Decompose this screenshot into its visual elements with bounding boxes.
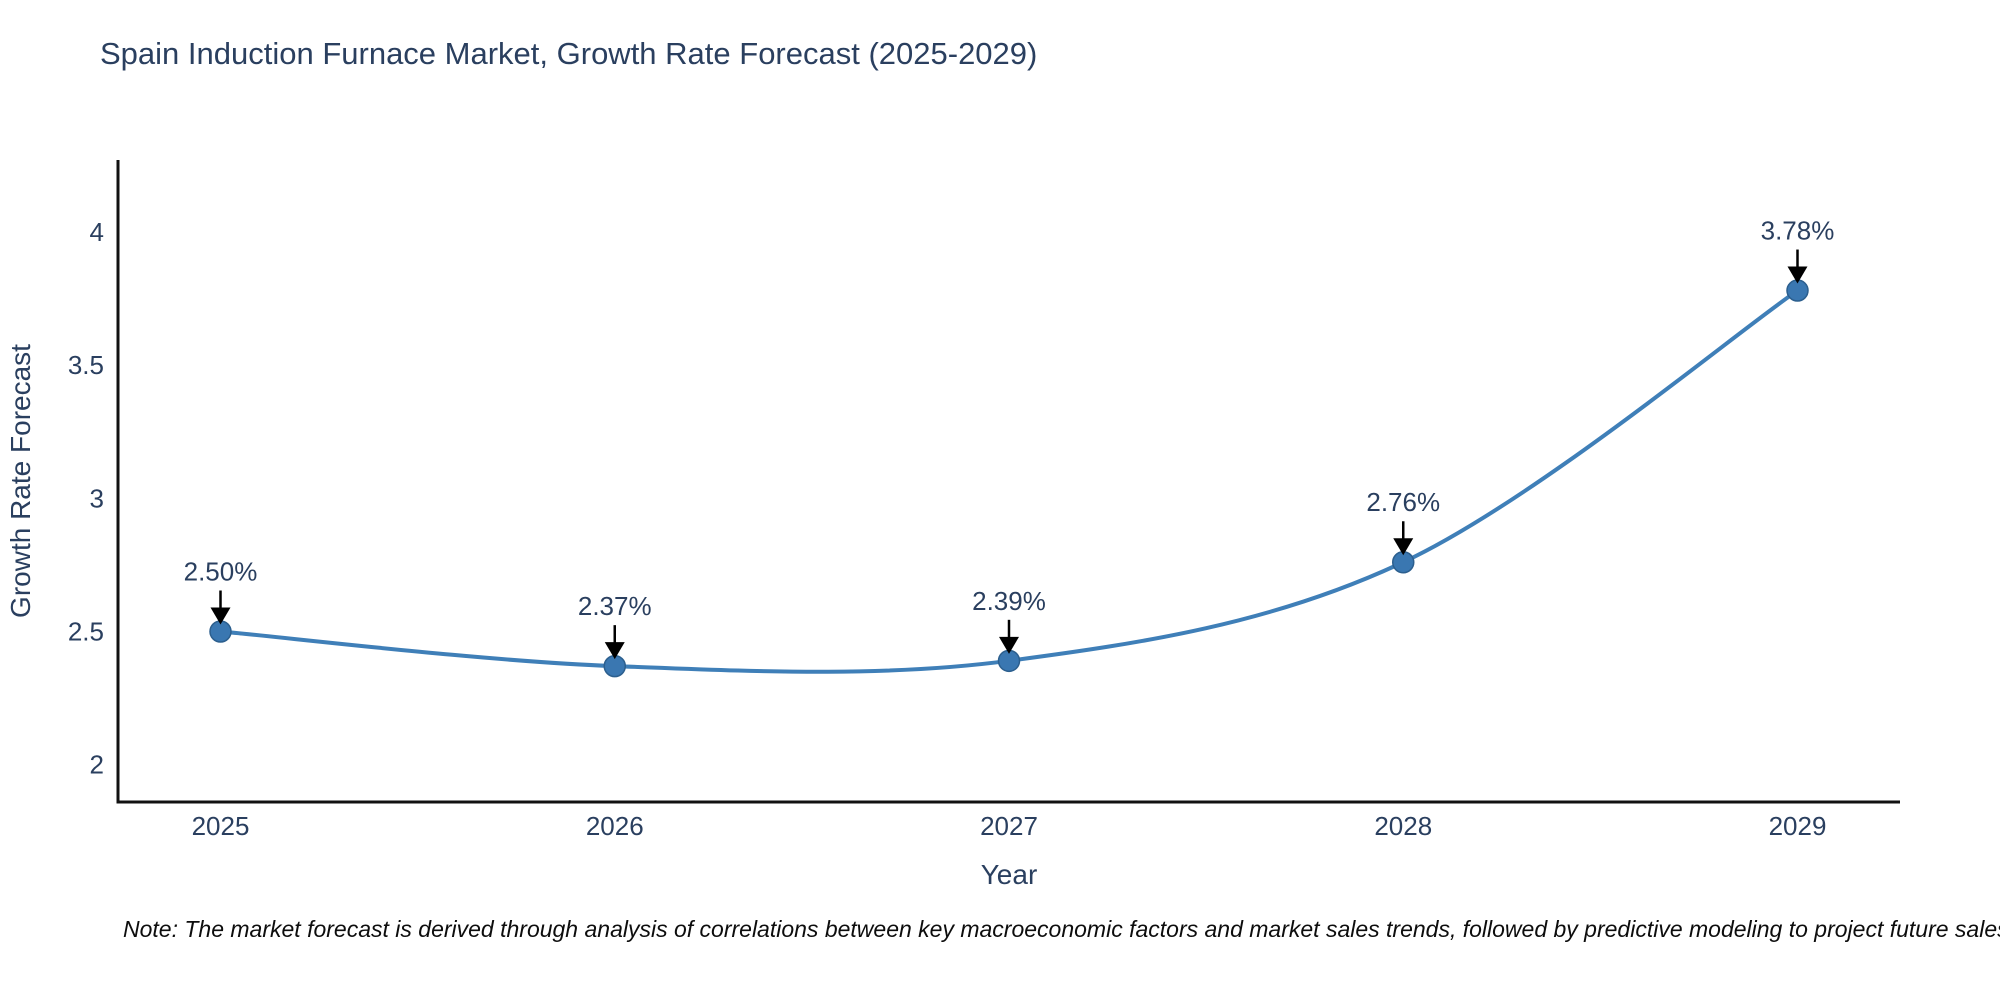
x-tick-label: 2028 <box>1374 811 1432 841</box>
x-tick-label: 2025 <box>192 811 250 841</box>
y-tick-label: 3 <box>90 483 104 513</box>
point-value-label: 2.37% <box>578 591 652 621</box>
chart-title: Spain Induction Furnace Market, Growth R… <box>100 36 1038 71</box>
point-value-label: 3.78% <box>1761 216 1835 246</box>
annotation-arrowhead <box>210 607 231 625</box>
x-tick-label: 2029 <box>1769 811 1827 841</box>
y-tick-label: 3.5 <box>68 350 104 380</box>
annotation-arrowhead <box>1787 266 1808 284</box>
footnote: Note: The market forecast is derived thr… <box>123 916 2000 942</box>
annotation-arrowhead <box>604 642 625 660</box>
x-tick-label: 2026 <box>586 811 644 841</box>
point-value-label: 2.39% <box>972 586 1046 616</box>
point-value-label: 2.76% <box>1366 487 1440 517</box>
y-tick-label: 2 <box>90 750 104 780</box>
y-axis-title: Growth Rate Forecast <box>5 344 36 618</box>
x-tick-label: 2027 <box>980 811 1038 841</box>
x-axis-title: Year <box>981 859 1038 890</box>
y-tick-label: 4 <box>90 217 104 247</box>
y-tick-label: 2.5 <box>68 617 104 647</box>
point-value-label: 2.50% <box>184 557 258 587</box>
annotation-arrowhead <box>999 636 1019 654</box>
annotation-arrowhead <box>1393 538 1414 556</box>
